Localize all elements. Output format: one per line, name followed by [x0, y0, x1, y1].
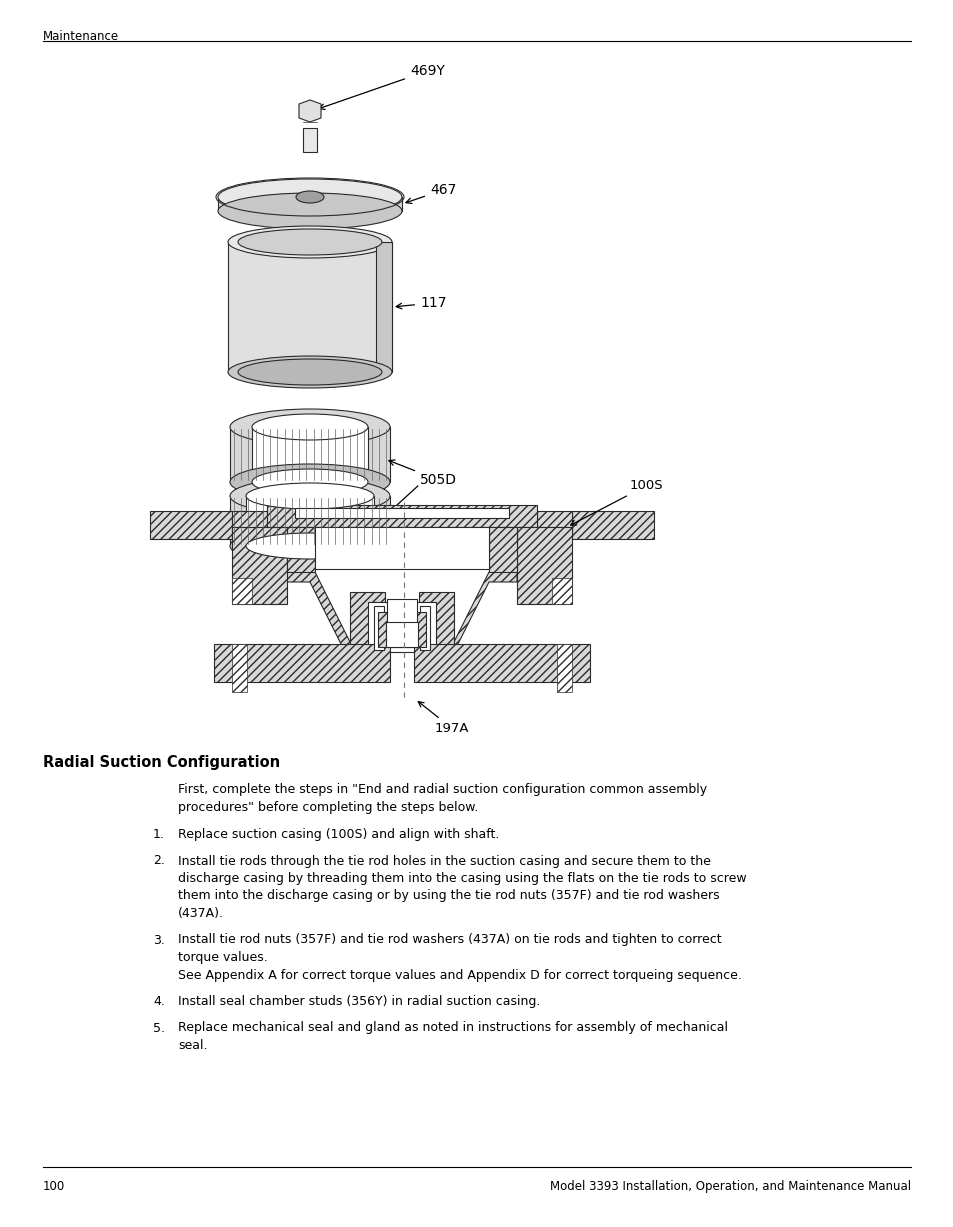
- Bar: [230, 427, 390, 482]
- Text: torque values.: torque values.: [178, 951, 268, 964]
- Text: 469Y: 469Y: [318, 64, 444, 109]
- Ellipse shape: [237, 229, 381, 255]
- Text: 100S: 100S: [570, 479, 663, 525]
- Text: 197A: 197A: [417, 702, 469, 735]
- Text: 2.: 2.: [152, 854, 165, 867]
- Text: Install tie rods through the tie rod holes in the suction casing and secure them: Install tie rods through the tie rod hol…: [178, 854, 710, 867]
- Text: 3.: 3.: [152, 934, 165, 946]
- Ellipse shape: [218, 179, 401, 215]
- Text: See Appendix A for correct torque values and Appendix D for correct torqueing se: See Appendix A for correct torque values…: [178, 968, 741, 982]
- Text: Model 3393 Installation, Operation, and Maintenance Manual: Model 3393 Installation, Operation, and …: [549, 1180, 910, 1193]
- Ellipse shape: [246, 533, 374, 560]
- Bar: [557, 644, 572, 692]
- Ellipse shape: [230, 409, 390, 445]
- Bar: [374, 606, 384, 650]
- Text: 1.: 1.: [152, 828, 165, 840]
- Bar: [314, 528, 489, 569]
- Bar: [375, 242, 392, 372]
- Text: 467: 467: [406, 183, 456, 204]
- Text: 5.: 5.: [152, 1022, 165, 1034]
- Bar: [213, 644, 390, 682]
- Text: Install seal chamber studs (356Y) in radial suction casing.: Install seal chamber studs (356Y) in rad…: [178, 995, 539, 1009]
- Bar: [267, 506, 537, 528]
- Bar: [552, 578, 572, 604]
- Text: 100: 100: [43, 1180, 65, 1193]
- Bar: [489, 528, 517, 572]
- Bar: [287, 528, 314, 572]
- Bar: [517, 528, 572, 604]
- Polygon shape: [414, 572, 517, 652]
- Ellipse shape: [295, 191, 324, 202]
- Text: Maintenance: Maintenance: [43, 29, 119, 43]
- Ellipse shape: [246, 483, 374, 509]
- Polygon shape: [287, 572, 390, 652]
- Ellipse shape: [230, 528, 390, 564]
- Bar: [387, 599, 416, 644]
- Bar: [368, 602, 436, 652]
- Bar: [537, 510, 572, 533]
- Bar: [246, 496, 374, 546]
- Bar: [232, 528, 287, 604]
- Ellipse shape: [228, 226, 392, 258]
- Bar: [303, 128, 316, 152]
- Text: procedures" before completing the steps below.: procedures" before completing the steps …: [178, 800, 477, 814]
- Bar: [377, 612, 426, 647]
- Text: (437A).: (437A).: [178, 907, 224, 920]
- Text: 505D: 505D: [389, 460, 456, 487]
- Bar: [150, 510, 232, 539]
- Ellipse shape: [228, 356, 392, 388]
- Text: Install tie rod nuts (357F) and tie rod washers (437A) on tie rods and tighten t: Install tie rod nuts (357F) and tie rod …: [178, 934, 720, 946]
- Text: 4.: 4.: [152, 995, 165, 1009]
- Bar: [232, 578, 252, 604]
- Ellipse shape: [252, 469, 368, 494]
- Bar: [386, 622, 417, 647]
- Text: discharge casing by threading them into the casing using the flats on the tie ro: discharge casing by threading them into …: [178, 872, 746, 885]
- Ellipse shape: [237, 360, 381, 385]
- Bar: [232, 644, 247, 692]
- Ellipse shape: [230, 464, 390, 499]
- Text: 117: 117: [395, 296, 446, 310]
- Bar: [218, 198, 401, 211]
- Bar: [419, 606, 430, 650]
- Text: First, complete the steps in "End and radial suction configuration common assemb: First, complete the steps in "End and ra…: [178, 783, 706, 796]
- Polygon shape: [298, 99, 320, 121]
- Bar: [230, 496, 390, 546]
- Bar: [414, 644, 589, 682]
- Ellipse shape: [218, 193, 401, 229]
- Bar: [294, 508, 509, 518]
- Bar: [232, 510, 267, 533]
- Bar: [252, 427, 368, 482]
- Text: Radial Suction Configuration: Radial Suction Configuration: [43, 755, 280, 771]
- Bar: [350, 591, 385, 652]
- Text: Replace suction casing (100S) and align with shaft.: Replace suction casing (100S) and align …: [178, 828, 498, 840]
- Text: Replace mechanical seal and gland as noted in instructions for assembly of mecha: Replace mechanical seal and gland as not…: [178, 1022, 727, 1034]
- Bar: [572, 510, 654, 539]
- Ellipse shape: [252, 413, 368, 440]
- Text: them into the discharge casing or by using the tie rod nuts (357F) and tie rod w: them into the discharge casing or by usi…: [178, 890, 719, 903]
- Ellipse shape: [230, 479, 390, 514]
- Bar: [418, 591, 454, 652]
- Text: seal.: seal.: [178, 1039, 208, 1052]
- Bar: [228, 242, 392, 372]
